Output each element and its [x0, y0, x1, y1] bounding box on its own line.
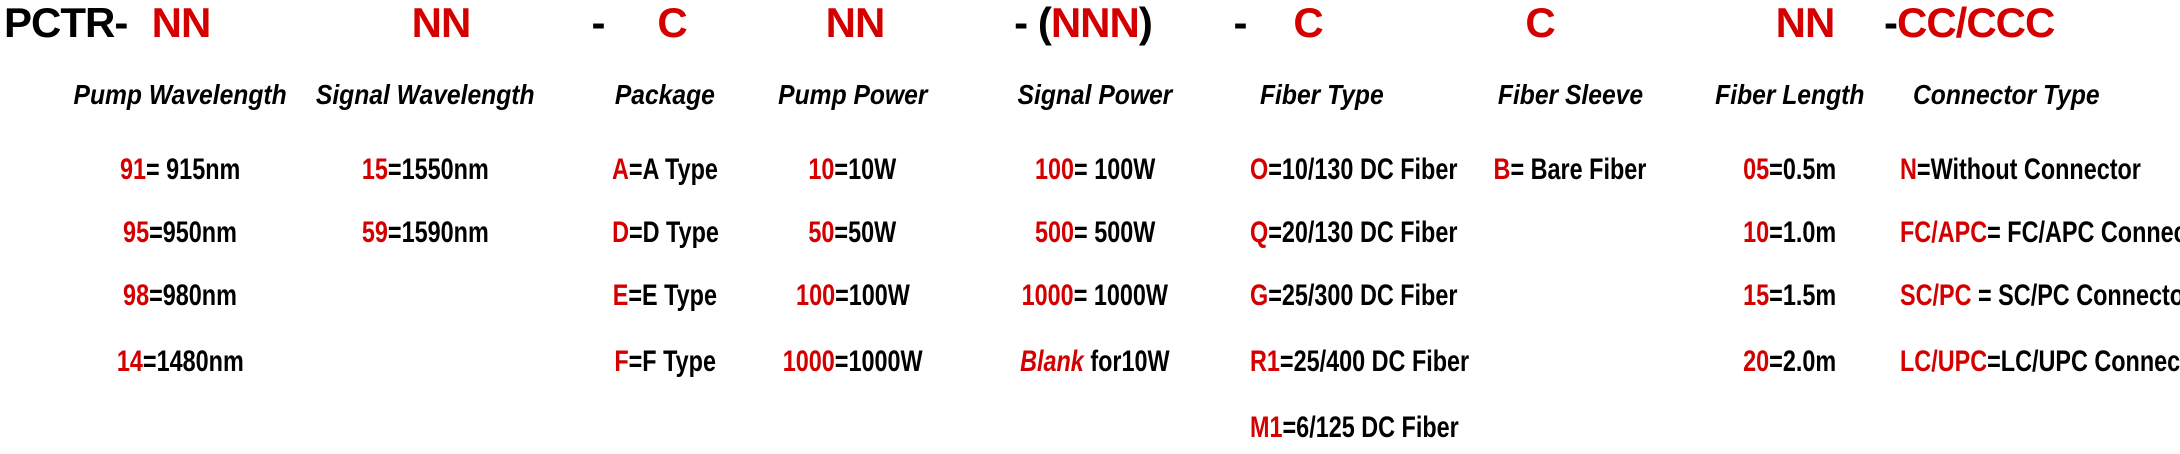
column-signal-power: Signal Power 100= 100W 500= 500W 1000= 1…: [985, 0, 1205, 454]
column-connector-type: Connector Type N=Without Connector FC/AP…: [1900, 0, 2180, 454]
option-package-d: D=D Type: [611, 216, 719, 249]
column-header-pump-power: Pump Power: [777, 79, 928, 110]
option-pump-wavelength-98: 98=980nm: [123, 279, 237, 312]
option-connector-n: N=Without Connector: [1900, 153, 2141, 186]
column-header-package: Package: [614, 79, 715, 110]
option-connector-lc-upc: LC/UPC=LC/UPC Connector: [1900, 345, 2180, 378]
column-fiber-sleeve: Fiber Sleeve B= Bare Fiber: [1460, 0, 1680, 454]
option-signal-wavelength-15: 15=1550nm: [361, 153, 489, 186]
option-pump-power-50: 50=50W: [808, 216, 897, 249]
option-fiber-sleeve-b: B= Bare Fiber: [1493, 153, 1647, 186]
code-package: C: [657, 0, 687, 46]
option-signal-wavelength-59: 59=1590nm: [361, 216, 489, 249]
option-fiber-type-g: G=25/300 DC Fiber: [1250, 279, 1458, 312]
column-pump-wavelength: Pump Wavelength 91= 915nm 95=950nm 98=98…: [55, 0, 305, 454]
option-signal-power-1000: 1000= 1000W: [1021, 279, 1169, 312]
option-package-a: A=A Type: [612, 153, 718, 186]
code-dash-1: -: [591, 0, 606, 46]
option-connector-sc-pc: SC/PC = SC/PC Connector: [1900, 279, 2180, 312]
column-header-fiber-type: Fiber Type: [1260, 79, 1384, 110]
part-number-prefix: PCTR-: [4, 0, 128, 46]
option-connector-fc-apc: FC/APC= FC/APC Connector: [1900, 216, 2180, 249]
column-header-fiber-sleeve: Fiber Sleeve: [1497, 79, 1643, 110]
option-pump-wavelength-14: 14=1480nm: [116, 345, 244, 378]
column-fiber-type: Fiber Type O=10/130 DC Fiber Q=20/130 DC…: [1250, 0, 1480, 454]
option-fiber-type-m1: M1=6/125 DC Fiber: [1250, 411, 1459, 444]
column-header-pump-wavelength: Pump Wavelength: [73, 79, 287, 110]
code-connector: CC/CCC: [1897, 0, 2055, 46]
option-pump-power-10: 10=10W: [808, 153, 897, 186]
option-signal-power-500: 500= 500W: [1034, 216, 1156, 249]
option-fiber-type-o: O=10/130 DC Fiber: [1250, 153, 1458, 186]
code-fiber-length: NN: [1775, 0, 1836, 46]
code-signal-power-open-paren: - (: [1014, 0, 1052, 46]
option-pump-power-100: 100=100W: [795, 279, 910, 312]
option-package-e: E=E Type: [612, 279, 718, 312]
column-signal-wavelength: Signal Wavelength 15=1550nm 59=1590nm: [300, 0, 550, 454]
code-signal-wavelength: NN: [411, 0, 472, 46]
code-fiber-type: C: [1293, 0, 1323, 46]
code-pump-wavelength: NN: [151, 0, 212, 46]
column-header-connector-type: Connector Type: [1913, 79, 2100, 110]
option-pump-wavelength-95: 95=950nm: [123, 216, 237, 249]
code-signal-power-close-paren: ): [1138, 0, 1153, 46]
option-fiber-type-r1: R1=25/400 DC Fiber: [1250, 345, 1470, 378]
code-dash-2: -: [1233, 0, 1248, 46]
code-fiber-sleeve: C: [1525, 0, 1555, 46]
option-pump-power-1000: 1000=1000W: [782, 345, 923, 378]
code-pump-power: NN: [825, 0, 886, 46]
option-fiber-length-05: 05=0.5m: [1743, 153, 1837, 186]
option-pump-wavelength-91: 91= 915nm: [119, 153, 241, 186]
code-signal-power: NNN: [1050, 0, 1140, 46]
option-signal-power-100: 100= 100W: [1034, 153, 1156, 186]
option-fiber-length-10: 10=1.0m: [1743, 216, 1837, 249]
column-header-signal-power: Signal Power: [1017, 79, 1173, 110]
column-pump-power: Pump Power 10=10W 50=50W 100=100W 1000=1…: [745, 0, 960, 454]
option-fiber-type-q: Q=20/130 DC Fiber: [1250, 216, 1458, 249]
part-number-code-row: PCTR- NN NN - C NN - (NNN) - C C NN -CC/…: [0, 0, 2180, 48]
code-connector-group: -CC/CCC: [1884, 0, 2055, 46]
column-package: Package A=A Type D=D Type E=E Type F=F T…: [550, 0, 780, 454]
code-connector-dash: -: [1884, 0, 1898, 46]
column-header-fiber-length: Fiber Length: [1715, 79, 1865, 110]
option-fiber-length-15: 15=1.5m: [1743, 279, 1837, 312]
column-header-signal-wavelength: Signal Wavelength: [315, 79, 535, 110]
option-package-f: F=F Type: [614, 345, 716, 378]
code-signal-power-group: - (NNN): [1014, 0, 1153, 46]
option-fiber-length-20: 20=2.0m: [1743, 345, 1837, 378]
column-fiber-length: Fiber Length 05=0.5m 10=1.0m 15=1.5m 20=…: [1680, 0, 1900, 454]
option-signal-power-blank: Blank for10W: [1020, 345, 1170, 378]
